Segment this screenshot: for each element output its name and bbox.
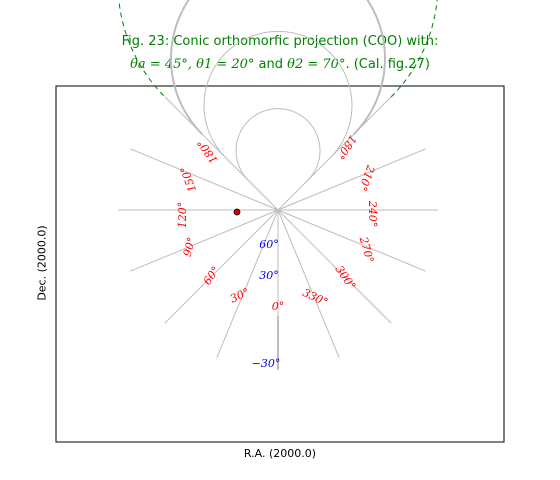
ra-tick-label: 270° <box>357 234 377 264</box>
y-axis-label: Dec. (2000.0) <box>35 225 49 301</box>
dec-parallel-arc <box>235 108 321 181</box>
ra-tick-label: 150° <box>178 164 199 193</box>
ra-meridian-line <box>130 209 279 272</box>
ra-meridian-line <box>164 209 279 324</box>
ra-tick-label: 90° <box>181 236 199 258</box>
ra-tick-label: 300° <box>332 263 358 292</box>
ra-tick-label: 120° <box>176 202 189 229</box>
dec-zero-parallel-arc <box>170 0 386 136</box>
title-math-theta-2: θ2 = 70° <box>287 57 346 72</box>
ra-meridian-line <box>216 209 279 358</box>
x-axis-label: R.A. (2000.0) <box>243 447 317 460</box>
dec-tick-label: −30° <box>252 357 281 370</box>
title-and: and <box>254 57 288 72</box>
ra-meridian-line <box>130 148 279 211</box>
ra-meridian-line <box>277 209 392 324</box>
plot-frame <box>55 85 505 443</box>
ra-tick-label: 30° <box>228 286 251 306</box>
marker-point <box>233 208 241 216</box>
title-tail: . (Cal. fig.27) <box>345 57 430 72</box>
graticule <box>118 0 438 370</box>
ra-meridian-line <box>277 209 340 358</box>
ra-meridian-line <box>277 148 426 211</box>
ra-tick-label: 0° <box>272 300 285 313</box>
dec-tick-label: 30° <box>259 269 279 282</box>
ra-tick-label: 240° <box>366 200 379 228</box>
title-math-theta-a-theta-1: θa = 45°, θ1 = 20° <box>130 57 255 72</box>
ra-meridian-line <box>277 209 426 272</box>
ra-tick-label: 180° <box>333 133 359 162</box>
chart-title-line2: θa = 45°, θ1 = 20° and θ2 = 70°. (Cal. f… <box>0 57 560 72</box>
ra-tick-label: 210° <box>356 163 378 193</box>
ra-tick-label: 330° <box>300 286 330 309</box>
ra-tick-label: 180° <box>195 137 221 166</box>
projection-border <box>118 0 438 98</box>
dec-parallel-arc <box>203 30 353 159</box>
dec-tick-label: 60° <box>259 238 279 251</box>
chart-title-line1: Fig. 23: Conic orthomorfic projection (C… <box>121 34 439 49</box>
